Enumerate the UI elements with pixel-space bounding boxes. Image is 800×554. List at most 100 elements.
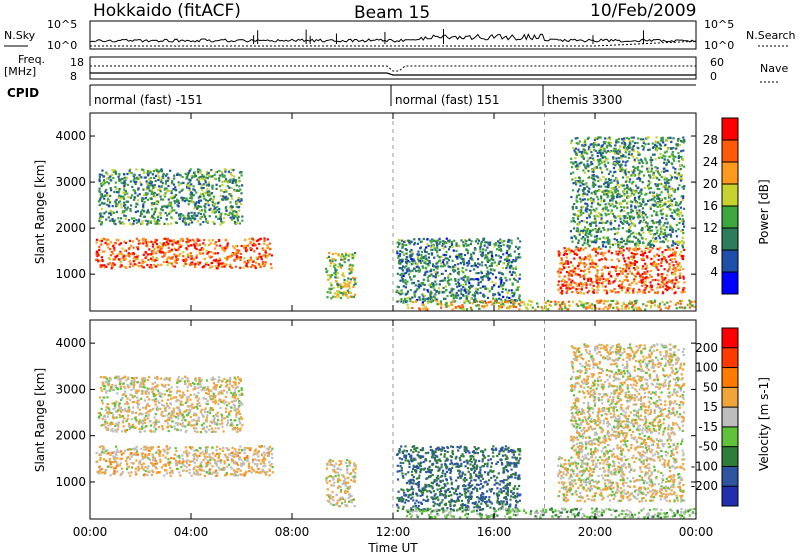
data-cell (145, 255, 148, 258)
data-cell (575, 153, 578, 156)
data-cell (675, 278, 678, 282)
data-cell (653, 200, 656, 203)
data-cell (509, 253, 512, 256)
nsky-tick-bottom: 10^0 (47, 39, 77, 52)
freq-line (90, 72, 696, 76)
data-cell (677, 210, 680, 213)
data-cell (102, 183, 105, 186)
data-cell (336, 293, 339, 296)
y-tick-label: 1000 (55, 267, 86, 281)
data-cell (517, 247, 520, 250)
data-cell (131, 223, 134, 226)
data-cell (180, 182, 183, 185)
data-cell (418, 270, 421, 273)
data-cell (180, 466, 183, 469)
data-cell (409, 250, 412, 253)
data-cell (457, 256, 461, 259)
data-cell (464, 242, 467, 245)
data-cell (215, 244, 218, 247)
data-cell (401, 259, 404, 262)
data-cell (633, 169, 636, 172)
data-cell (147, 174, 150, 177)
data-cell (497, 244, 500, 247)
data-cell (465, 308, 469, 311)
data-cell (406, 297, 409, 300)
data-cell (136, 258, 139, 261)
data-cell (228, 186, 231, 189)
data-cell (634, 206, 637, 209)
data-cell (609, 246, 612, 249)
data-cell (484, 301, 488, 304)
data-cell (141, 259, 144, 262)
data-cell (666, 285, 669, 288)
data-cell (624, 260, 627, 263)
data-cell (459, 290, 462, 293)
data-cell (661, 208, 665, 211)
data-cell (623, 279, 626, 282)
data-cell (478, 300, 482, 303)
data-cell (652, 203, 656, 206)
data-cell (554, 300, 557, 303)
data-cell (347, 259, 350, 262)
data-cell (636, 248, 640, 251)
data-cell (448, 245, 451, 249)
data-cell (230, 205, 233, 208)
data-cell (657, 197, 660, 201)
data-cell (169, 201, 172, 204)
data-cell (203, 209, 207, 212)
data-cell (176, 198, 179, 201)
data-cell (428, 260, 431, 263)
data-cell (617, 157, 621, 160)
data-cell (540, 306, 543, 309)
data-cell (166, 173, 169, 176)
data-cell (628, 287, 632, 290)
data-cell (427, 290, 430, 293)
data-cell (225, 190, 228, 193)
data-cell (488, 290, 491, 293)
data-cell (669, 187, 672, 191)
data-cell (136, 210, 139, 213)
data-cell (126, 172, 129, 176)
data-cell (634, 247, 637, 250)
data-cell (493, 284, 496, 287)
data-cell (648, 300, 651, 303)
data-cell (649, 176, 652, 179)
data-cell (129, 180, 132, 183)
data-cell (625, 230, 628, 233)
data-cell (558, 268, 561, 271)
data-cell (590, 161, 593, 164)
data-cell (547, 308, 550, 311)
data-cell (596, 237, 599, 240)
data-cell (627, 153, 630, 156)
data-cell (609, 303, 612, 306)
data-cell (186, 172, 189, 176)
data-cell (629, 283, 632, 286)
data-cell (447, 274, 450, 277)
data-cell (354, 252, 357, 255)
data-cell (594, 221, 598, 224)
data-cell (443, 264, 446, 267)
data-cell (606, 181, 609, 184)
data-cell (559, 291, 562, 294)
data-cell (655, 267, 659, 270)
data-cell (642, 252, 645, 255)
data-cell (329, 287, 332, 291)
data-cell (492, 297, 495, 300)
data-cell (653, 143, 657, 146)
data-cell (631, 258, 634, 261)
data-cell (198, 251, 201, 255)
data-cell (624, 243, 627, 246)
data-cell (669, 300, 672, 303)
data-cell (510, 265, 513, 268)
nsky-tick-top: 10^5 (47, 18, 77, 31)
data-cell (169, 196, 172, 200)
data-cell (240, 199, 243, 202)
data-cell (674, 303, 677, 306)
data-cell (582, 274, 585, 277)
data-cell (179, 252, 182, 255)
data-cell (162, 174, 165, 177)
data-cell (124, 179, 127, 182)
data-cell (172, 183, 176, 186)
data-cell (329, 277, 332, 280)
data-cell (614, 200, 618, 203)
